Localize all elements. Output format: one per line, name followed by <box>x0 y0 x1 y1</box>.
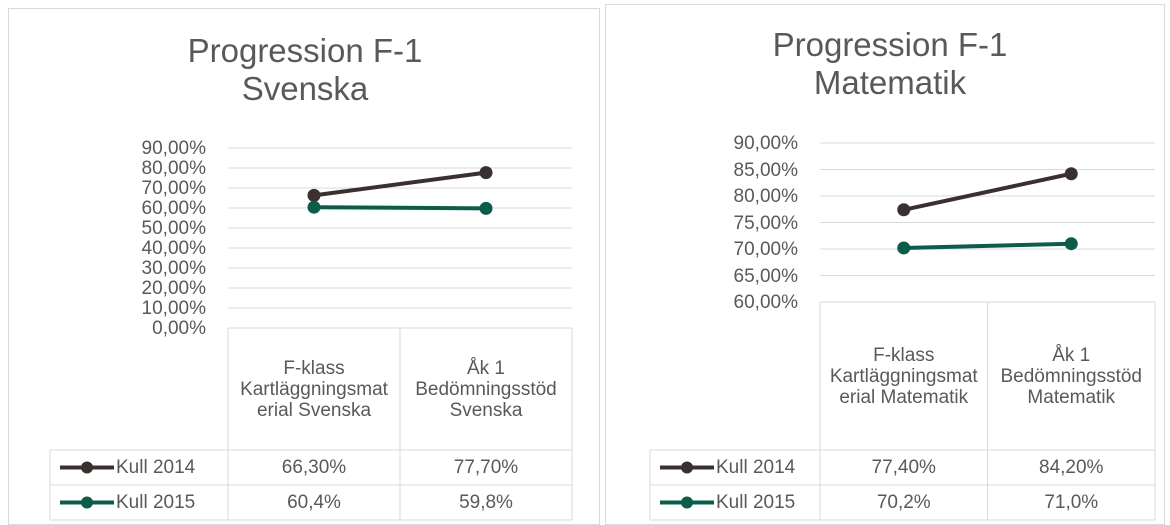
data-point <box>1064 167 1078 181</box>
y-tick-label: 20,00% <box>141 278 206 299</box>
data-label: 77,70% <box>453 457 519 478</box>
data-label: 60,4% <box>287 492 341 513</box>
y-tick-label: 60,00% <box>733 292 798 313</box>
chart-title: Progression F-1 Matematik <box>772 26 1008 101</box>
y-tick-label: 85,00% <box>733 159 798 181</box>
x-tick-label: F-klass Kartläggningsmaterial Matematik <box>829 344 978 408</box>
y-tick-label: 60,00% <box>141 198 206 219</box>
y-tick-label: 70,00% <box>141 178 206 199</box>
y-tick-label: 80,00% <box>733 186 798 207</box>
legend-key <box>81 461 93 474</box>
data-label: 77,40% <box>871 457 936 478</box>
y-tick-label: 50,00% <box>141 218 206 239</box>
data-point <box>307 188 321 202</box>
data-point <box>897 241 911 255</box>
legend-label: Kull 2014 <box>116 456 196 478</box>
data-point <box>479 166 493 180</box>
series-line <box>903 171 1072 212</box>
legend-label: Kull 2015 <box>116 491 196 513</box>
x-tick-label: F-klass Kartläggningsmaterial Svenska <box>240 357 388 421</box>
data-label: 59,8% <box>459 492 513 513</box>
legend-key <box>81 496 93 509</box>
legend-label: Kull 2014 <box>716 456 796 478</box>
chart-title: Progression F-1 Svenska <box>187 32 423 107</box>
legend-key <box>681 496 693 509</box>
legend-key <box>681 461 693 474</box>
legend-label: Kull 2015 <box>716 491 796 513</box>
y-tick-label: 70,00% <box>733 239 798 260</box>
data-label: 71,0% <box>1044 492 1099 513</box>
data-label: 70,2% <box>876 492 931 513</box>
y-tick-label: 40,00% <box>141 238 206 259</box>
data-label: 84,20% <box>1039 457 1104 478</box>
x-tick-label: Åk 1 Bedömningsstöd Matematik <box>1000 344 1143 408</box>
data-point <box>479 201 493 215</box>
y-tick-label: 75,00% <box>733 212 798 234</box>
data-label: 66,30% <box>281 457 347 478</box>
series-line <box>313 205 487 211</box>
y-tick-label: 90,00% <box>733 133 798 154</box>
y-tick-label: 80,00% <box>141 158 206 179</box>
y-tick-label: 65,00% <box>733 265 798 287</box>
y-tick-label: 10,00% <box>141 298 206 319</box>
y-tick-label: 30,00% <box>141 258 206 279</box>
data-point <box>1064 237 1078 251</box>
x-tick-label: Åk 1 Bedömningsstöd Svenska <box>415 357 557 421</box>
series-line <box>313 170 487 198</box>
data-point <box>897 203 911 217</box>
data-point <box>307 200 321 214</box>
y-tick-label: 90,00% <box>141 138 206 159</box>
y-tick-label: 0,00% <box>152 318 206 339</box>
series-line <box>903 241 1072 250</box>
